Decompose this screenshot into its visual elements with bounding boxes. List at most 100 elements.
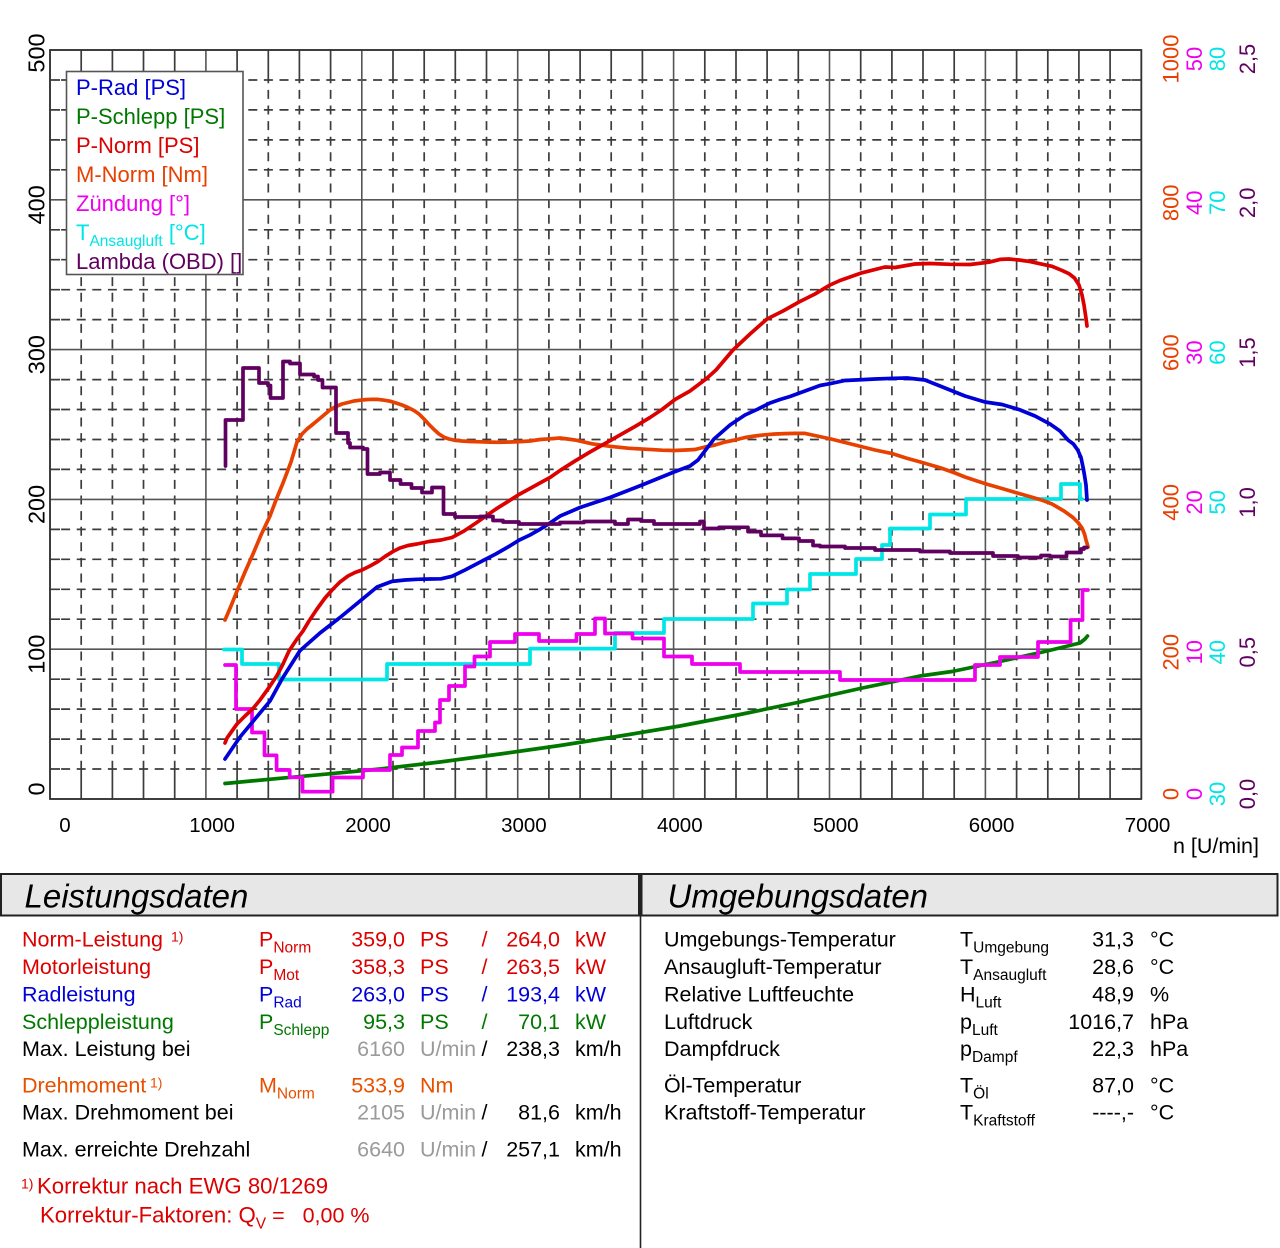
svg-text:PS: PS [420,955,449,979]
svg-text:Öl-Temperatur: Öl-Temperatur [664,1074,801,1098]
svg-text:P-Schlepp [PS]: P-Schlepp [PS] [76,104,225,129]
svg-text:200: 200 [1159,634,1184,671]
svg-text:U/min: U/min [420,1037,476,1061]
svg-text:95,3: 95,3 [363,1010,405,1034]
svg-text:0: 0 [24,782,50,795]
svg-text:2,5: 2,5 [1235,44,1260,75]
svg-text:263,5: 263,5 [506,955,560,979]
svg-text:Dampfdruck: Dampfdruck [664,1037,780,1061]
svg-text:/: / [482,983,488,1007]
svg-text:0: 0 [59,814,70,837]
svg-text:Motorleistung: Motorleistung [22,955,151,979]
svg-text:50: 50 [1182,47,1207,71]
svg-text:358,3: 358,3 [351,955,405,979]
svg-text:1): 1) [21,1176,33,1192]
svg-text:/: / [482,1010,488,1034]
svg-text:km/h: km/h [575,1101,622,1125]
svg-text:7000: 7000 [1125,814,1171,837]
svg-text:PS: PS [420,928,449,952]
svg-text:U/min: U/min [420,1138,476,1162]
svg-text:Max. erreichte Drehzahl: Max. erreichte Drehzahl [22,1138,250,1162]
svg-text:238,3: 238,3 [506,1037,560,1061]
svg-text:87,0: 87,0 [1092,1074,1134,1098]
svg-text:/: / [482,1138,488,1162]
svg-text:1,0: 1,0 [1235,487,1260,518]
svg-text:263,0: 263,0 [351,983,405,1007]
svg-text:n [U/min]: n [U/min] [1173,834,1259,858]
svg-text:Norm-Leistung: Norm-Leistung [22,928,163,952]
svg-text:6160: 6160 [357,1037,405,1061]
svg-text:P-Norm [PS]: P-Norm [PS] [76,133,199,158]
svg-text:600: 600 [1159,334,1184,371]
svg-text:Max. Drehmoment bei: Max. Drehmoment bei [22,1101,234,1125]
svg-text:Max. Leistung bei: Max. Leistung bei [22,1037,191,1061]
svg-text:2000: 2000 [345,814,391,837]
svg-text:Zündung [°]: Zündung [°] [76,191,190,216]
svg-text:4000: 4000 [657,814,703,837]
svg-text:50: 50 [1205,490,1230,514]
svg-text:PS: PS [420,1010,449,1034]
svg-text:kW: kW [575,955,607,979]
svg-text:0,0: 0,0 [1235,779,1260,810]
svg-text:1016,7: 1016,7 [1068,1010,1134,1034]
svg-text:359,0: 359,0 [351,928,405,952]
svg-text:/: / [482,928,488,952]
svg-text:kW: kW [575,983,607,1007]
svg-text:kW: kW [575,928,607,952]
svg-text:%: % [1150,983,1169,1007]
svg-text:193,4: 193,4 [506,983,560,1007]
svg-text:30: 30 [1182,340,1207,364]
svg-text:200: 200 [24,485,50,524]
svg-text:30: 30 [1205,782,1230,806]
svg-text:264,0: 264,0 [506,928,560,952]
svg-text:Schleppleistung: Schleppleistung [22,1010,174,1034]
svg-text:/: / [482,1101,488,1125]
svg-text:2,0: 2,0 [1235,188,1260,219]
svg-text:0: 0 [1159,788,1184,800]
svg-text:1000: 1000 [1159,35,1184,84]
svg-text:P-Rad [PS]: P-Rad [PS] [76,75,186,100]
svg-text:48,9: 48,9 [1092,983,1134,1007]
svg-text:U/min: U/min [420,1101,476,1125]
svg-text:2105: 2105 [357,1101,405,1125]
svg-text:20: 20 [1182,490,1207,514]
svg-text:km/h: km/h [575,1037,622,1061]
svg-text:Leistungsdaten: Leistungsdaten [25,878,249,915]
svg-text:70: 70 [1205,191,1230,215]
svg-text:22,3: 22,3 [1092,1037,1134,1061]
svg-text:40: 40 [1205,640,1230,664]
svg-text:Ansaugluft-Temperatur: Ansaugluft-Temperatur [664,955,882,979]
svg-text:28,6: 28,6 [1092,955,1134,979]
svg-text:Luftdruck: Luftdruck [664,1010,753,1034]
svg-text:100: 100 [24,635,50,674]
svg-text:400: 400 [24,185,50,224]
svg-text:°C: °C [1150,1101,1174,1125]
svg-text:M-Norm [Nm]: M-Norm [Nm] [76,162,208,187]
svg-text:0: 0 [1182,788,1207,800]
svg-text:800: 800 [1159,184,1184,221]
svg-text:1,5: 1,5 [1235,337,1260,368]
svg-text:400: 400 [1159,484,1184,521]
svg-text:Nm: Nm [420,1074,453,1098]
svg-text:6000: 6000 [969,814,1015,837]
svg-text:533,9: 533,9 [351,1074,405,1098]
svg-text:257,1: 257,1 [506,1138,560,1162]
svg-text:60: 60 [1205,340,1230,364]
svg-text:300: 300 [24,335,50,374]
svg-text:/: / [482,955,488,979]
svg-text:Relative Luftfeuchte: Relative Luftfeuchte [664,983,854,1007]
svg-text:10: 10 [1182,640,1207,664]
svg-text:hPa: hPa [1150,1037,1188,1061]
svg-text:/: / [482,1037,488,1061]
svg-text:1): 1) [150,1075,162,1091]
svg-text:Umgebungsdaten: Umgebungsdaten [668,878,929,915]
svg-text:Umgebungs-Temperatur: Umgebungs-Temperatur [664,928,896,952]
svg-text:°C: °C [1150,1074,1174,1098]
svg-text:6640: 6640 [357,1138,405,1162]
svg-text:500: 500 [24,33,50,72]
svg-text:Lambda (OBD) []: Lambda (OBD) [] [76,249,242,274]
svg-text:1): 1) [171,929,183,945]
svg-text:----,-: ----,- [1092,1101,1134,1125]
svg-text:km/h: km/h [575,1138,622,1162]
svg-text:kW: kW [575,1010,607,1034]
